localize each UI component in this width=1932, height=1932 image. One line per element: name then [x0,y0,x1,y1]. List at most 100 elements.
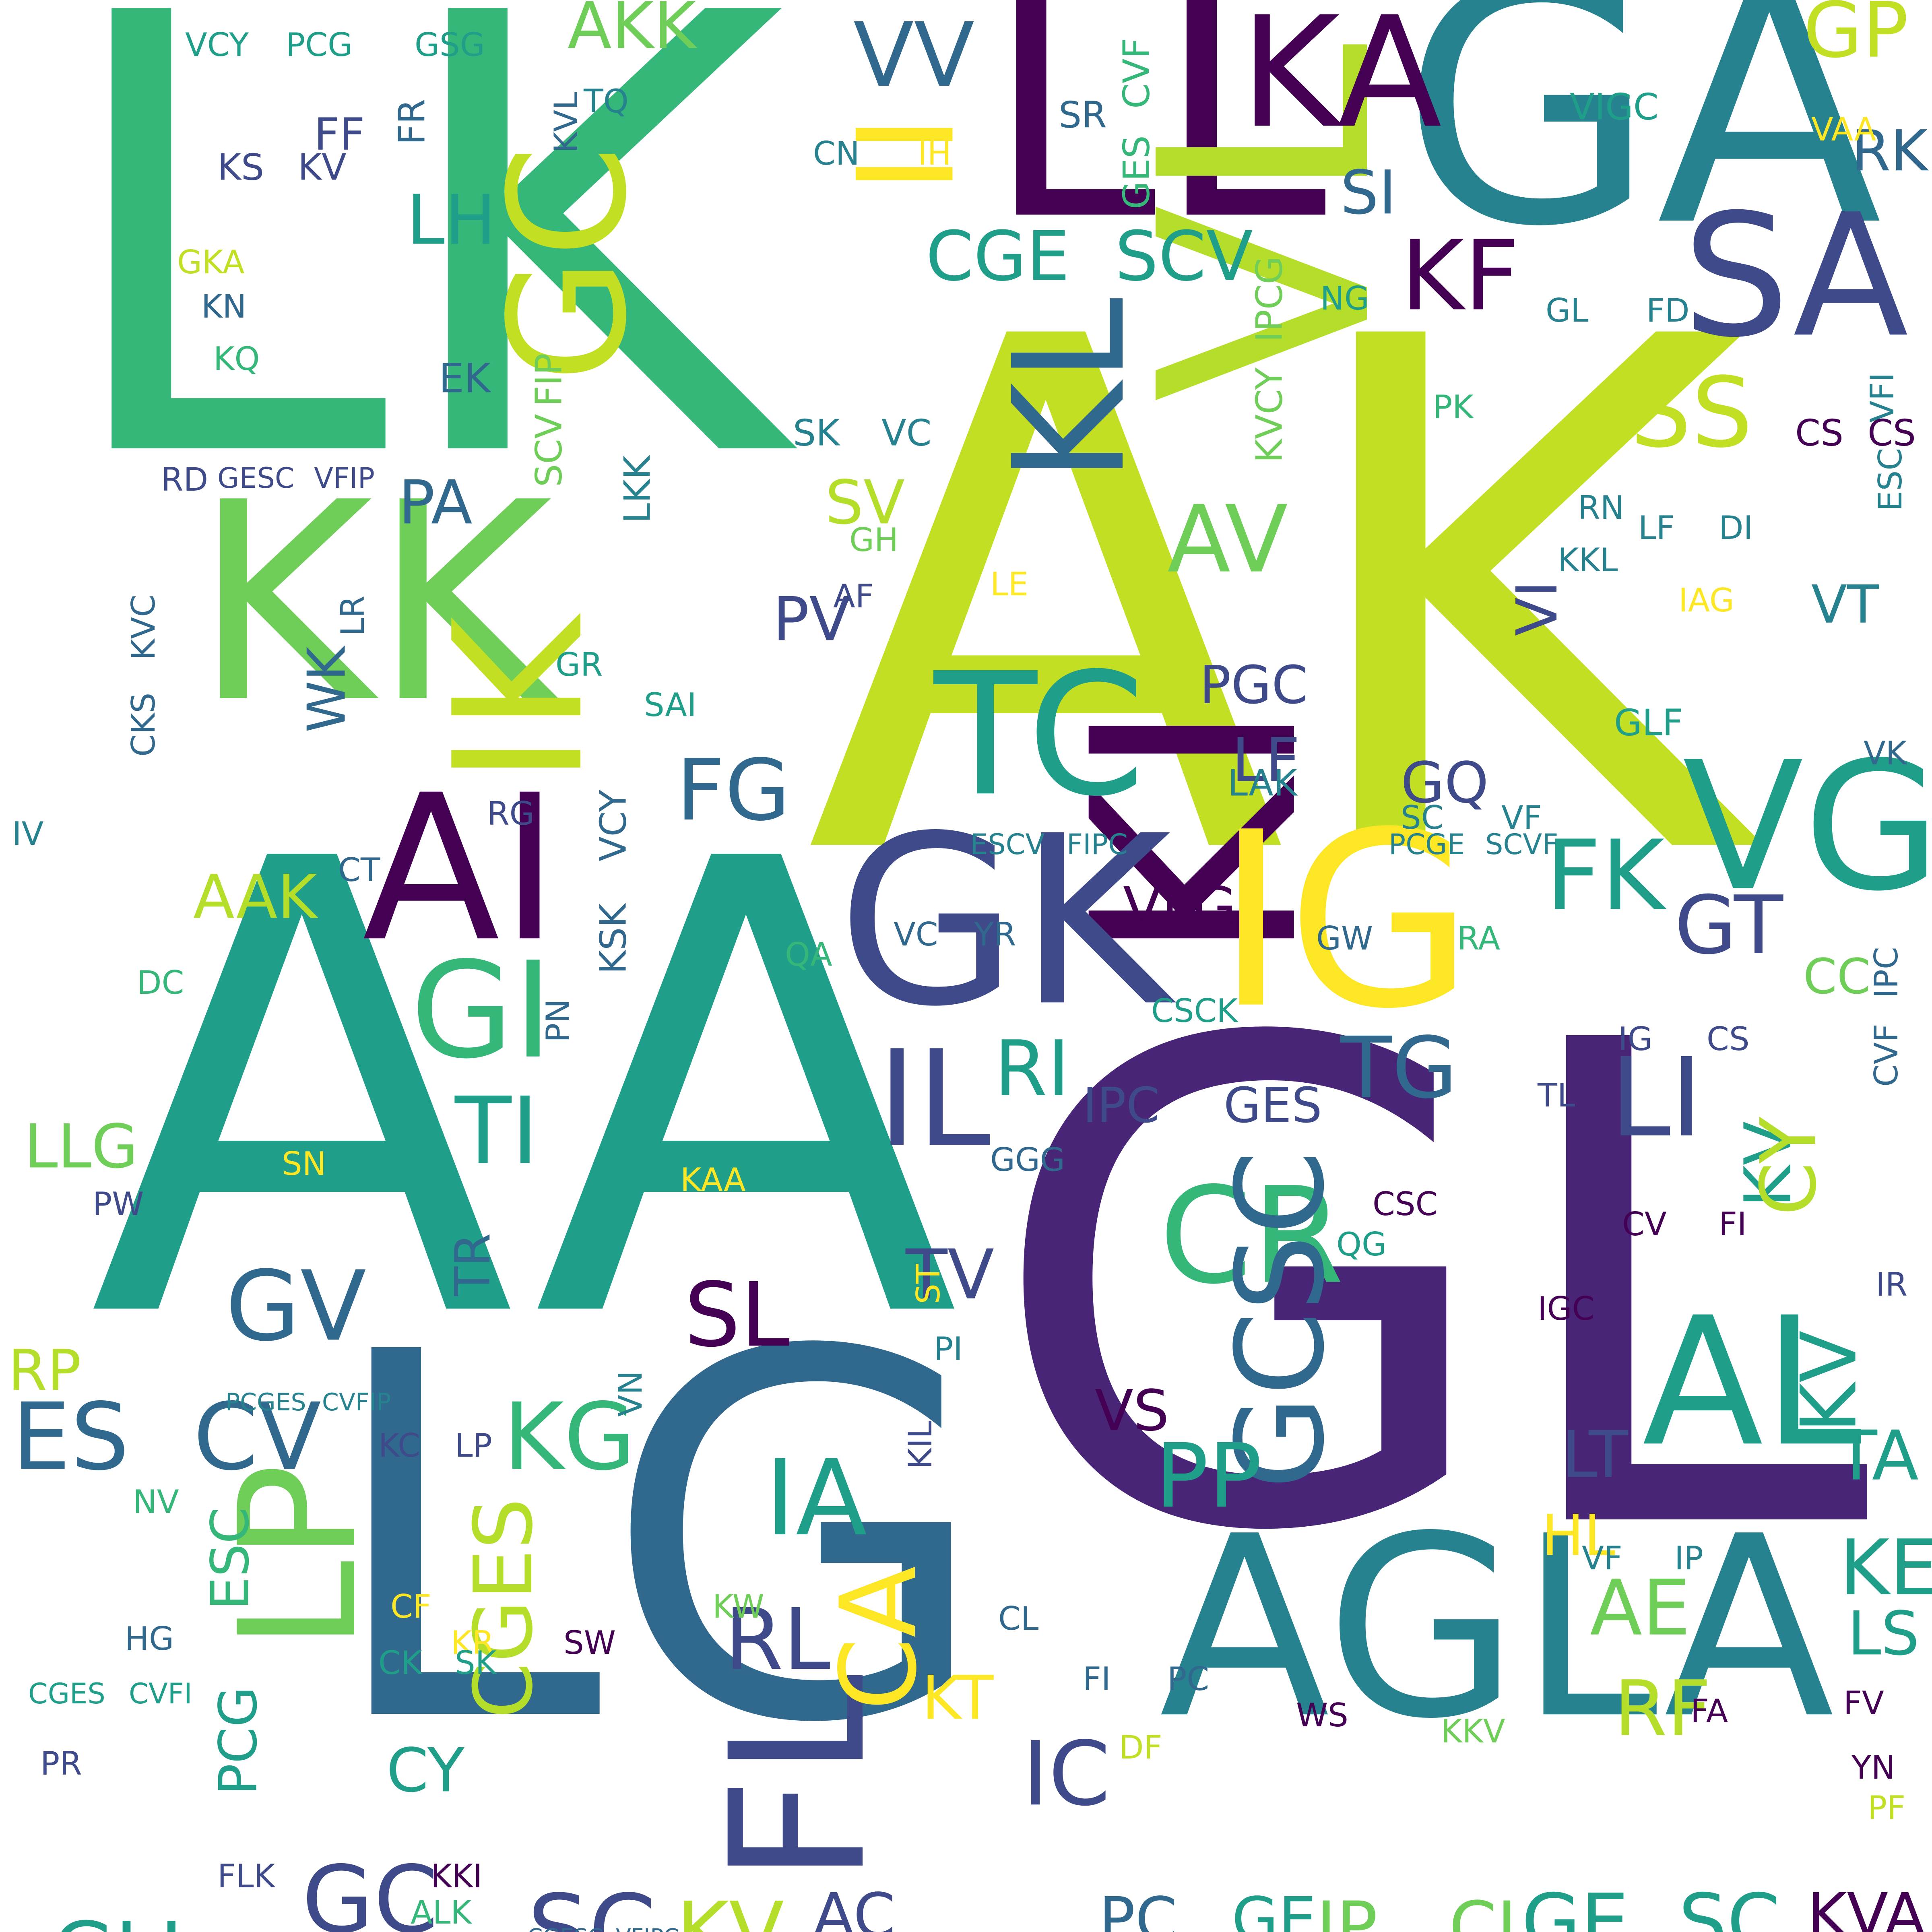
word-qg: QG [1336,1226,1387,1263]
word-gq: GQ [1401,750,1489,816]
word-vc: VC [894,916,938,953]
word-sr: SR [1059,94,1107,136]
word-cs: CS [1707,1020,1750,1058]
word-ng: NG [1320,280,1369,317]
word-pv: PV [773,584,850,654]
word-ae: AE [1590,1564,1690,1653]
word-pw: PW [93,1185,144,1223]
word-kv: KV [1730,1121,1806,1208]
word-cv: CV [193,1384,321,1491]
word-flk: FLK [217,1858,276,1895]
word-gt: GT [1674,879,1783,972]
word-vl: VL [1098,41,1435,402]
word-gi: GI [411,933,553,1088]
word-qa: QA [785,936,832,973]
word-ip: IP [0,461,6,515]
word-cvfip: CVFIP [322,1388,391,1416]
word-rk: RK [1852,118,1929,184]
word-fg: FG [676,741,791,840]
word-vc: VC [881,412,931,454]
word-gr: GR [555,646,603,683]
word-kk: KK [193,444,561,763]
word-fi: FI [1719,1205,1747,1243]
word-ws: WS [1296,1697,1348,1734]
word-vt: VT [1811,574,1879,635]
word-rl: RL [724,1590,830,1689]
word-ti: TI [454,1078,539,1185]
word-pcges: PCGES [225,1388,306,1416]
word-ls: LS [1847,1599,1920,1669]
word-cvf: CVF [1868,1024,1905,1087]
word-vv: VV [853,4,974,107]
word-gp: GP [1803,0,1909,75]
word-llg: LLG [24,1112,138,1182]
word-vigc: VIGC [1570,86,1659,128]
word-af: AF [833,578,874,615]
word-ta: TA [1835,1416,1919,1496]
word-igc: IGC [1538,1290,1594,1327]
word-al: AL [1642,1279,1863,1485]
word-vf: VF [1501,799,1542,836]
word-akk: AKK [568,0,698,63]
word-lf: LF [1232,725,1300,795]
word-kil: KIL [902,1420,939,1469]
word-gk: GK [837,786,1179,1057]
word-rr: RR [0,1195,11,1324]
word-vk: VK [1864,735,1908,772]
word-glf: GLF [1614,702,1683,744]
word-ipc: IPC [1083,1078,1160,1134]
word-ss: SS [1630,356,1753,469]
word-sa: SA [1682,178,1909,375]
word-ig: IG [1618,1020,1653,1058]
word-vcy: VCY [592,789,635,861]
word-cf: CF [390,1588,431,1625]
word-pk: PK [1433,388,1474,426]
word-ca: CA [818,1566,940,1711]
word-cvfi: CVFI [129,1677,192,1710]
word-gesc: GESC [217,462,295,495]
word-ih: IH [918,135,952,172]
word-cs: CS [1868,412,1916,454]
word-fa: FA [1690,1693,1728,1730]
word-csc: CSC [1373,1185,1438,1223]
word-aak: AAK [193,862,318,932]
word-ig: IG [1216,780,1474,1062]
word-cr: CR [1159,1159,1344,1313]
word-tg: TG [1340,1019,1457,1117]
word-cs: CS [0,113,2,193]
word-pi: PI [934,1330,963,1368]
word-yr: YR [974,916,1016,953]
word-sai: SAI [644,686,697,724]
word-ik: IK [416,611,622,785]
word-rf: RF [1614,1664,1711,1753]
word-kf: KF [1401,219,1519,332]
word-st: ST [910,1263,947,1304]
word-pp: PP [1155,1424,1262,1527]
word-pgc: PGC [1199,654,1308,716]
word-gv: GV [225,1250,366,1362]
word-vfi: VFI [1864,373,1901,423]
word-escv: ESCV [970,828,1045,861]
word-si: SI [1340,158,1396,228]
word-cl: CL [998,1600,1039,1637]
word-ir: IR [1876,1266,1907,1303]
word-cvf: CVF [1116,38,1158,109]
word-ipcg: IPCG [1249,256,1291,342]
word-gl: GL [986,903,1874,1676]
word-ek: EK [439,355,491,402]
word-fipc: FIPC [1067,828,1128,861]
word-kvl: KVL [547,92,585,153]
word-ra: RA [1457,920,1500,957]
word-iv: IV [12,815,44,852]
word-cs: CS [1795,412,1843,454]
word-lak: LAK [1228,762,1298,804]
word-ga: GA [1401,0,1883,299]
word-gll: GLL [52,1905,204,1932]
word-hl: HL [1542,1503,1615,1569]
word-cges: CGES [457,1498,551,1719]
word-ct: CT [338,851,381,889]
word-lt: LT [1562,1417,1629,1492]
